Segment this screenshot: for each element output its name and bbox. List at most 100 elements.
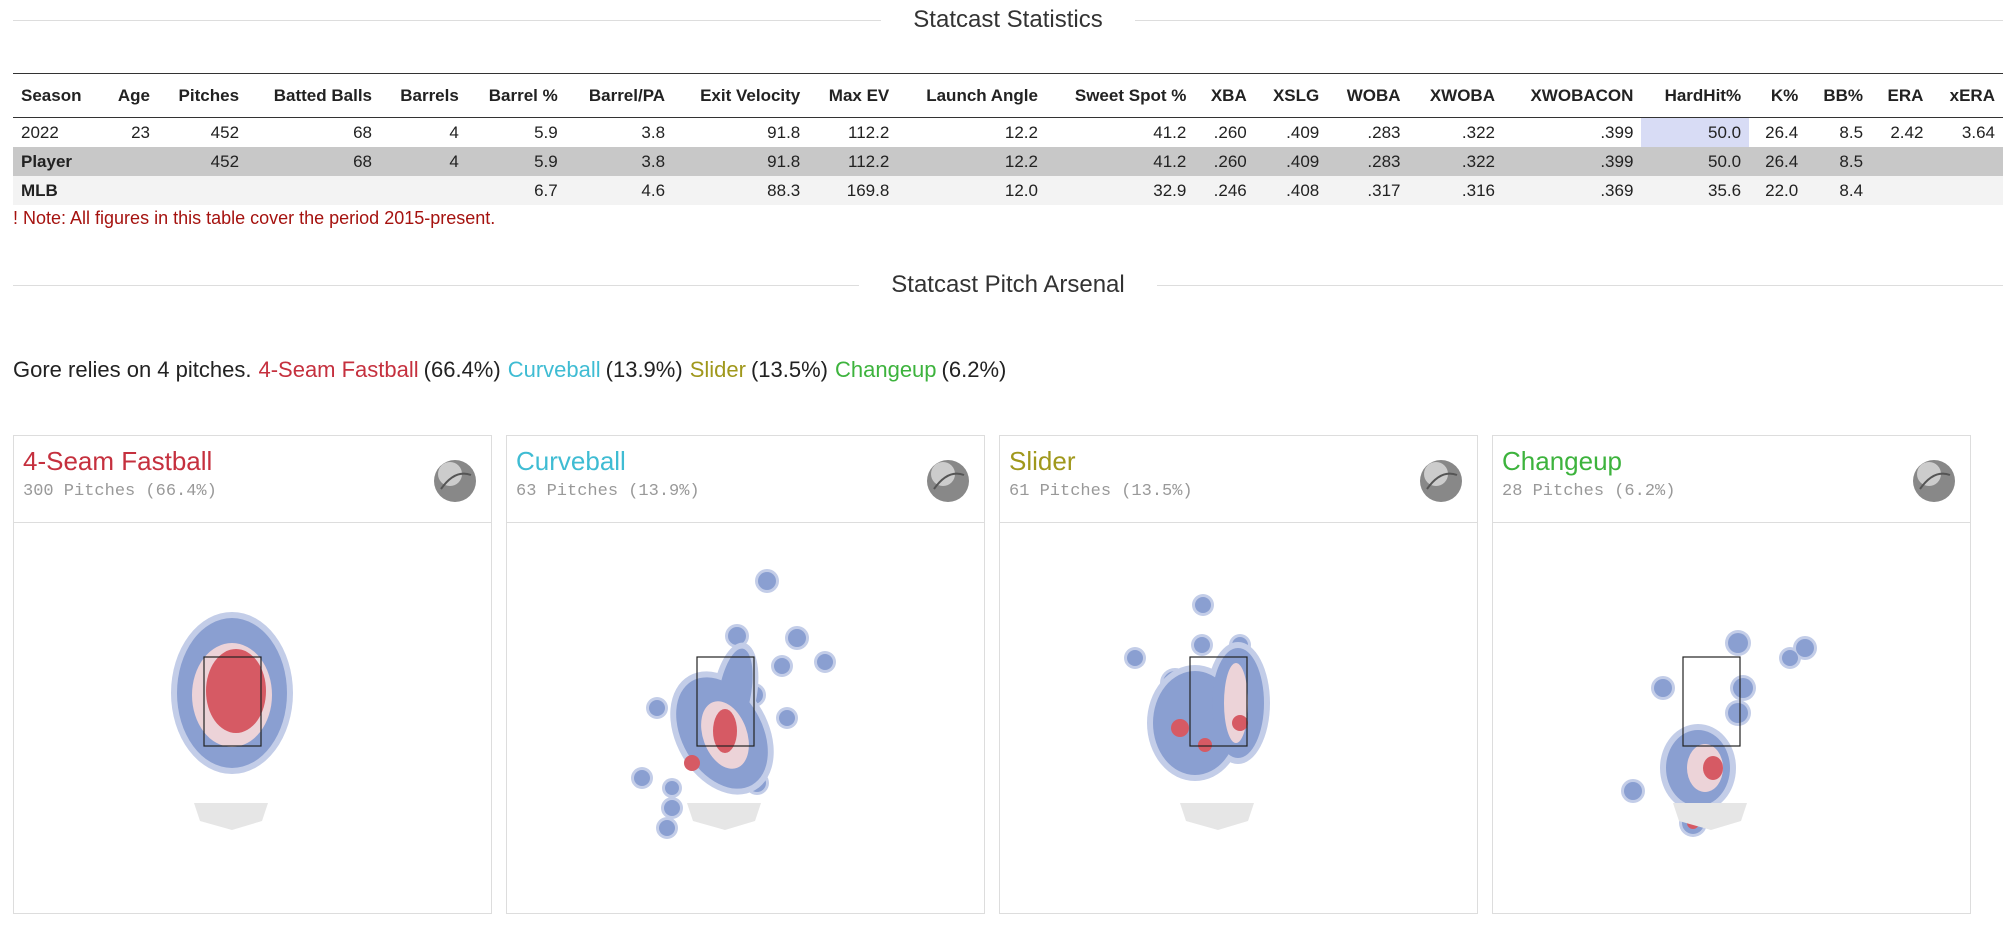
- heat-hot: [1703, 756, 1723, 780]
- strike-zone: [203, 656, 262, 747]
- table-cell: 91.8: [673, 147, 809, 176]
- table-cell: .409: [1286, 122, 1320, 142]
- table-cell: 50.0: [1641, 147, 1750, 176]
- pitch-share: (6.2%): [941, 357, 1007, 382]
- heat-blob: [1733, 678, 1753, 698]
- column-header: XWOBACON: [1502, 73, 1642, 118]
- column-header: Launch Angle: [897, 73, 1046, 118]
- table-cell: .399: [1502, 147, 1642, 176]
- table-cell: 91.8: [767, 122, 801, 142]
- table-cell: 41.2: [1045, 147, 1195, 176]
- table-cell: [1871, 176, 1932, 205]
- card-header: Slider 61 Pitches (13.5%): [1000, 436, 1477, 523]
- table-cell: .260: [1194, 147, 1255, 176]
- table-cell: 3.8: [641, 122, 666, 142]
- heat-blob: [1127, 650, 1143, 666]
- column-header: xERA: [1931, 73, 2003, 118]
- column-header: Barrel %: [466, 73, 566, 118]
- pitch-title: Curveball: [516, 446, 626, 476]
- summary: Gore relies on 4 pitches. 4-Seam Fastball…: [13, 357, 1006, 383]
- table-cell: [158, 176, 248, 205]
- table-cell: 32.9: [1045, 176, 1195, 205]
- heat-blob: [634, 770, 650, 786]
- pitch-name: Changeup: [834, 357, 937, 382]
- heat-blob: [649, 700, 665, 716]
- table-cell: .369: [1502, 176, 1642, 205]
- table-cell: 169.8: [808, 176, 898, 205]
- table-cell: 8.5: [1839, 122, 1864, 142]
- heat-blob: [817, 654, 833, 670]
- table-cell: 23: [131, 122, 151, 142]
- table-cell: 35.6: [1641, 176, 1750, 205]
- column-header: XSLG: [1254, 73, 1328, 118]
- heatmap: [1621, 630, 1817, 837]
- pitch-count: 63 Pitches (13.9%): [516, 482, 700, 501]
- heat-blob: [728, 627, 746, 645]
- table-cell: 4: [380, 147, 467, 176]
- table-cell: 22.0: [1749, 176, 1807, 205]
- table-cell: .283: [1367, 122, 1401, 142]
- pitch-card: 4-Seam Fastball 300 Pitches (66.4%): [13, 435, 492, 914]
- table-cell: 12.2: [1004, 122, 1038, 142]
- table-cell: 112.2: [808, 147, 898, 176]
- table-cell: 26.4: [1749, 147, 1807, 176]
- home-plate: [194, 803, 268, 830]
- heat-blob: [1796, 639, 1814, 657]
- column-header: K%: [1749, 73, 1807, 118]
- table-cell: 8.4: [1806, 176, 1872, 205]
- pitch-card: Slider 61 Pitches (13.5%): [999, 435, 1478, 914]
- table-cell: 2.42: [1890, 122, 1924, 142]
- pitch-share: (13.5%): [750, 357, 828, 382]
- table-cell: [1931, 176, 2003, 205]
- table-cell: 41.2: [1153, 122, 1187, 142]
- note: ! Note: All figures in this table cover …: [13, 208, 496, 228]
- table-row: Player 452 68 4 5.9 3.8 91.8 112.2 12.2 41.2.260.…: [13, 147, 2003, 176]
- table-cell: 4.6: [565, 176, 674, 205]
- table-cell: .322: [1461, 122, 1495, 142]
- table-cell: 452: [210, 122, 240, 142]
- pitch-title: Changeup: [1502, 446, 1622, 476]
- ball-icon: [1420, 460, 1462, 502]
- heat-hot: [206, 649, 266, 733]
- table-cell: 5.9: [534, 122, 558, 142]
- table-cell: .316: [1408, 176, 1503, 205]
- pitch-card: Changeup 28 Pitches (6.2%): [1492, 435, 1971, 914]
- ball-seam: [1426, 472, 1458, 490]
- pitch-count: 61 Pitches (13.5%): [1009, 482, 1193, 501]
- column-header: Sweet Spot %: [1045, 73, 1195, 118]
- table-cell: 68: [353, 122, 372, 142]
- table-cell: 68: [247, 147, 380, 176]
- home-plate: [687, 803, 761, 830]
- table-cell: MLB: [13, 176, 103, 205]
- pitch-name: Curveball: [507, 357, 601, 382]
- ball-seam: [933, 472, 965, 490]
- card-header: Curveball 63 Pitches (13.9%): [507, 436, 984, 523]
- table-cell: .260: [1213, 122, 1247, 142]
- table-cell: 50.0: [1641, 117, 1750, 147]
- heat-blob: [1194, 637, 1210, 653]
- table-cell: 452: [158, 147, 248, 176]
- strike-zone: [1682, 656, 1741, 747]
- table-cell: [102, 147, 159, 176]
- summary-intro: Gore relies on 4 pitches.: [13, 357, 252, 382]
- heat-blob: [1728, 633, 1748, 653]
- ball-icon: [434, 460, 476, 502]
- column-header: HardHit%: [1641, 73, 1750, 118]
- column-header: Barrel/PA: [565, 73, 674, 118]
- pitch-count: 300 Pitches (66.4%): [23, 482, 217, 501]
- ball-seam: [1919, 472, 1951, 490]
- heat-hot: [684, 755, 700, 771]
- table-cell: 6.7: [466, 176, 566, 205]
- column-header: WOBA: [1327, 73, 1409, 118]
- heat-blob: [779, 710, 795, 726]
- heatmap: [631, 569, 836, 839]
- heat-blob: [1654, 679, 1672, 697]
- ball-shine: [931, 462, 955, 486]
- section-title: Statcast Statistics: [913, 6, 1103, 33]
- heat-blob: [1624, 782, 1642, 800]
- heat-hot: [713, 709, 737, 753]
- heat-blob: [774, 658, 790, 674]
- table-cell: [380, 176, 467, 205]
- ball-icon: [1913, 460, 1955, 502]
- heat-blob: [664, 800, 680, 816]
